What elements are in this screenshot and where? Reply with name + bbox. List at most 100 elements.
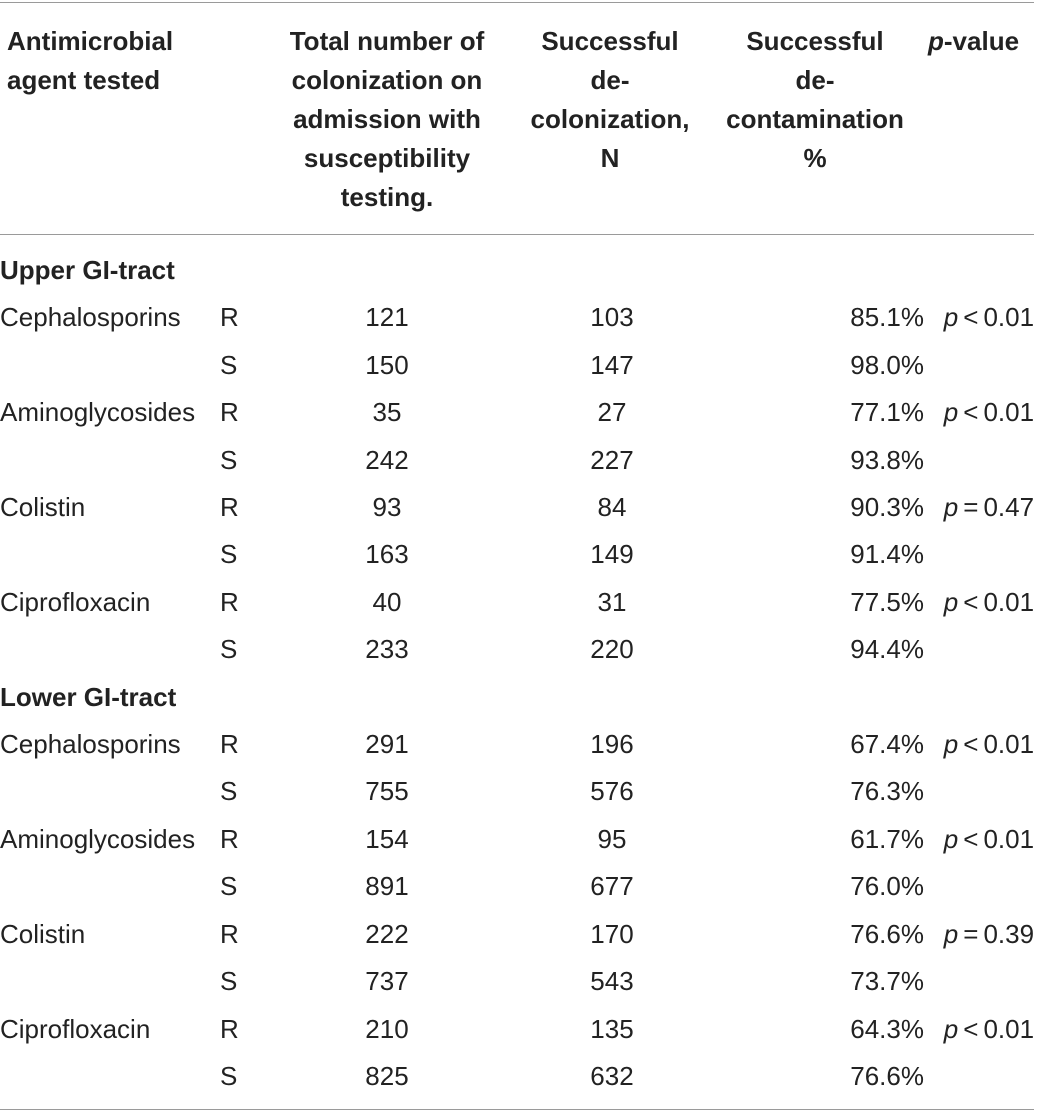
resistance-cell: R [220,492,239,523]
table-top-rule [0,2,1034,3]
section-header-row: Upper GI-tract [0,247,1034,294]
decolonization-n-cell: 220 [590,634,634,665]
p-symbol: p [943,1013,959,1044]
agent-cell: Aminoglycosides [0,823,196,854]
decontamination-pct-cell: 76.3% [850,776,924,807]
total-cell: 737 [365,966,409,997]
decontamination-pct-cell: 61.7% [850,823,924,854]
total-cell: 242 [365,444,409,475]
agent-cell [0,863,220,910]
agent-cell [0,437,220,484]
p-value-cell [924,863,1034,910]
table-row: Cephalosporins R 291 196 67.4% p <0.01 [0,721,1034,768]
total-cell: 291 [365,729,409,760]
p-number: 0.01 [983,1013,1035,1044]
decolonization-n-cell: 632 [590,1060,634,1091]
resistance-cell: S [220,871,238,902]
table-row: Colistin R 93 84 90.3% p = 0.47 [0,484,1034,531]
resistance-cell: R [220,397,239,428]
resistance-cell: S [220,966,238,997]
p-value-cell [924,531,1034,578]
agent-cell: Ciprofloxacin [0,1013,151,1044]
total-cell: 233 [365,634,409,665]
table-row: S 242 227 93.8% [0,437,1034,484]
p-value-cell: p = 0.39 [924,911,1034,958]
p-value-cell: p <0.01 [924,389,1034,436]
total-cell: 35 [372,397,402,428]
total-cell: 93 [372,492,402,523]
resistance-cell: S [220,1060,238,1091]
table-body: Upper GI-tract Cephalosporins R 121 103 85.1%… [0,247,1034,1100]
agent-cell: Colistin [0,492,86,523]
decontamination-pct-cell: 85.1% [850,302,924,333]
decontamination-pct-cell: 93.8% [850,444,924,475]
resistance-cell: R [220,1013,239,1044]
decolonization-n-cell: 576 [590,776,634,807]
decolonization-n-cell: 27 [597,397,627,428]
decolonization-n-cell: 135 [590,1013,634,1044]
total-cell: 755 [365,776,409,807]
decontamination-pct-cell: 91.4% [850,539,924,570]
resistance-cell: R [220,823,239,854]
p-symbol: p [943,302,959,333]
p-number: 0.01 [983,586,1035,617]
decolonization-n-cell: 543 [590,966,634,997]
p-operator: < [963,1013,979,1044]
resistance-cell: R [220,302,239,333]
p-number: 0.01 [983,823,1035,854]
decolonization-n-cell: 227 [590,444,634,475]
agent-cell: Colistin [0,918,86,949]
decontamination-pct-cell: 77.5% [850,586,924,617]
decontamination-pct-cell: 94.4% [850,634,924,665]
agent-cell: Cephalosporins [0,729,181,760]
section-header-row: Lower GI-tract [0,674,1034,721]
total-cell: 891 [365,871,409,902]
total-cell: 163 [365,539,409,570]
resistance-cell: R [220,586,239,617]
p-value-cell [924,1053,1034,1100]
decolonization-n-cell: 196 [590,729,634,760]
table-row: Ciprofloxacin R 40 31 77.5% p <0.01 [0,579,1034,626]
section-title: Lower GI-tract [0,681,177,712]
resistance-cell: S [220,539,238,570]
p-number: 0.01 [983,397,1035,428]
p-value-cell [924,626,1034,673]
p-value-cell: p <0.01 [924,1006,1034,1053]
p-operator: < [963,397,979,428]
decontamination-pct-cell: 77.1% [850,397,924,428]
p-value-cell: p <0.01 [924,294,1034,341]
p-symbol: p [943,918,959,949]
p-symbol: p [943,397,959,428]
p-number: 0.39 [983,918,1035,949]
p-value-cell: p <0.01 [924,816,1034,863]
p-symbol: p [943,823,959,854]
p-symbol: p [943,729,959,760]
agent-cell [0,342,220,389]
header-decolonization: Successful de- colonization, N [530,26,690,173]
resistance-cell: S [220,444,238,475]
p-operator: = [963,492,979,523]
total-cell: 40 [372,586,402,617]
decontamination-pct-cell: 67.4% [850,729,924,760]
total-cell: 222 [365,918,409,949]
p-operator: < [963,302,979,333]
decontamination-pct-cell: 76.0% [850,871,924,902]
decolonization-n-cell: 95 [597,823,627,854]
table-row: Cephalosporins R 121 103 85.1% p <0.01 [0,294,1034,341]
table-row: S 150 147 98.0% [0,342,1034,389]
p-value-cell: p = 0.47 [924,484,1034,531]
agent-cell: Aminoglycosides [0,397,196,428]
decontamination-pct-cell: 76.6% [850,918,924,949]
resistance-cell: S [220,634,238,665]
header-agent: Antimicrobial agent tested [7,26,174,95]
p-value-cell [924,768,1034,815]
p-value-cell: p <0.01 [924,579,1034,626]
p-number: 0.01 [983,302,1035,333]
decolonization-n-cell: 84 [597,492,627,523]
decontamination-pct-cell: 76.6% [850,1060,924,1091]
decontamination-pct-cell: 98.0% [850,349,924,380]
p-value-cell [924,342,1034,389]
table-row: Aminoglycosides R 154 95 61.7% p <0.01 [0,816,1034,863]
p-number: 0.01 [983,729,1035,760]
